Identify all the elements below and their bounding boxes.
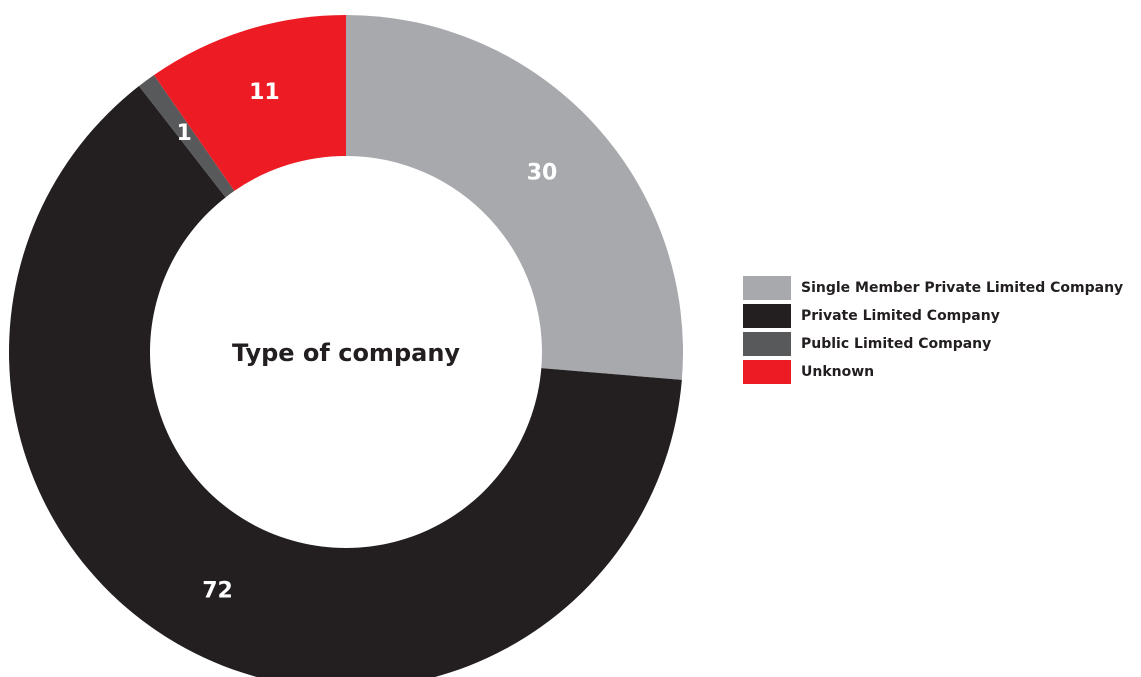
legend-swatch [743,304,791,328]
legend-item-unknown: Unknown [743,360,1141,384]
donut-slice-1 [346,15,684,380]
legend-item-single-member: Single Member Private Limited Company [743,276,1141,300]
slice-value-label: 11 [249,80,280,105]
slice-value-label: 1 [177,121,192,146]
donut-slice-2 [9,86,682,677]
donut-slice-4 [153,15,346,191]
legend-item-public-limited: Public Limited Company [743,332,1141,356]
legend-item-private-limited: Private Limited Company [743,304,1141,328]
legend-swatch [743,332,791,356]
slice-value-label: 72 [202,578,233,603]
donut-slice-3 [139,75,235,198]
legend-label: Unknown [801,364,875,380]
legend-swatch [743,276,791,300]
legend: Single Member Private Limited Company Pr… [743,276,1141,388]
legend-swatch [743,360,791,384]
donut-slices [9,15,684,677]
legend-label: Single Member Private Limited Company [801,280,1124,296]
slice-value-label: 30 [527,161,558,186]
chart-title: Type of company [232,339,460,367]
legend-label: Private Limited Company [801,308,1000,324]
legend-label: Public Limited Company [801,336,992,352]
